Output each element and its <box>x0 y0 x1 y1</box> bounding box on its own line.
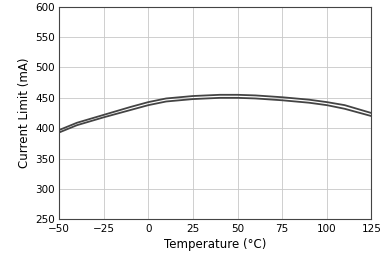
Y-axis label: Current Limit (mA): Current Limit (mA) <box>18 58 31 168</box>
X-axis label: Temperature (°C): Temperature (°C) <box>164 238 266 251</box>
